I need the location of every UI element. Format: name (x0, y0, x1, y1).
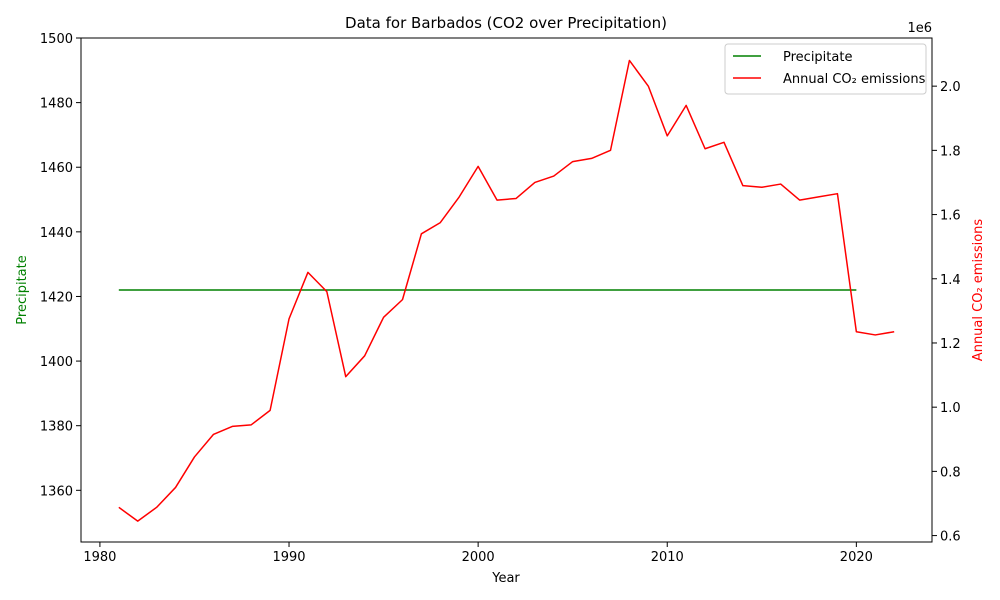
y-axis-right-offset-label: 1e6 (907, 21, 932, 36)
plot-frame (80, 37, 933, 543)
series-line-co2-emissions (118, 59, 895, 522)
y-right-tick-label: 2.0 (940, 80, 961, 95)
y-axis-right: 0.6 0.8 1.0 1.2 1.4 1.6 1.8 2.0 (932, 80, 961, 545)
y-right-tick-label: 1.0 (940, 401, 961, 416)
y-axis-left: 1360 1380 1400 1420 1440 1460 1480 1500 (40, 32, 81, 499)
y-axis-left-label: Precipitate (15, 255, 30, 324)
legend: Precipitate Annual CO₂ emissions (724, 43, 927, 95)
x-tick-label: 2020 (840, 550, 873, 565)
y-axis-right-label: Annual CO₂ emissions (971, 219, 986, 362)
y-left-tick-label: 1400 (40, 355, 73, 370)
y-left-tick-label: 1440 (40, 226, 73, 241)
legend-label-precipitate: Precipitate (783, 50, 852, 65)
legend-label-co2: Annual CO₂ emissions (783, 72, 926, 87)
y-left-tick-label: 1500 (40, 32, 73, 47)
x-axis-label: Year (491, 571, 520, 586)
x-tick-label: 2010 (651, 550, 684, 565)
x-tick-label: 2000 (462, 550, 495, 565)
y-left-tick-label: 1360 (40, 484, 73, 499)
y-right-tick-label: 0.8 (940, 465, 961, 480)
y-right-tick-label: 1.6 (940, 209, 961, 224)
y-right-tick-label: 1.4 (940, 273, 961, 288)
chart-title: Data for Barbados (CO2 over Precipitatio… (345, 14, 667, 32)
series-layer (118, 59, 895, 522)
x-tick-label: 1990 (272, 550, 305, 565)
y-right-tick-label: 0.6 (940, 530, 961, 545)
x-axis: 1980 1990 2000 2010 2020 (83, 542, 873, 565)
y-left-tick-label: 1460 (40, 161, 73, 176)
y-left-tick-label: 1380 (40, 420, 73, 435)
y-right-tick-label: 1.2 (940, 337, 961, 352)
y-left-tick-label: 1420 (40, 290, 73, 305)
legend-box (724, 43, 927, 95)
x-tick-label: 1980 (83, 550, 116, 565)
y-left-tick-label: 1480 (40, 97, 73, 112)
y-right-tick-label: 1.8 (940, 144, 961, 159)
